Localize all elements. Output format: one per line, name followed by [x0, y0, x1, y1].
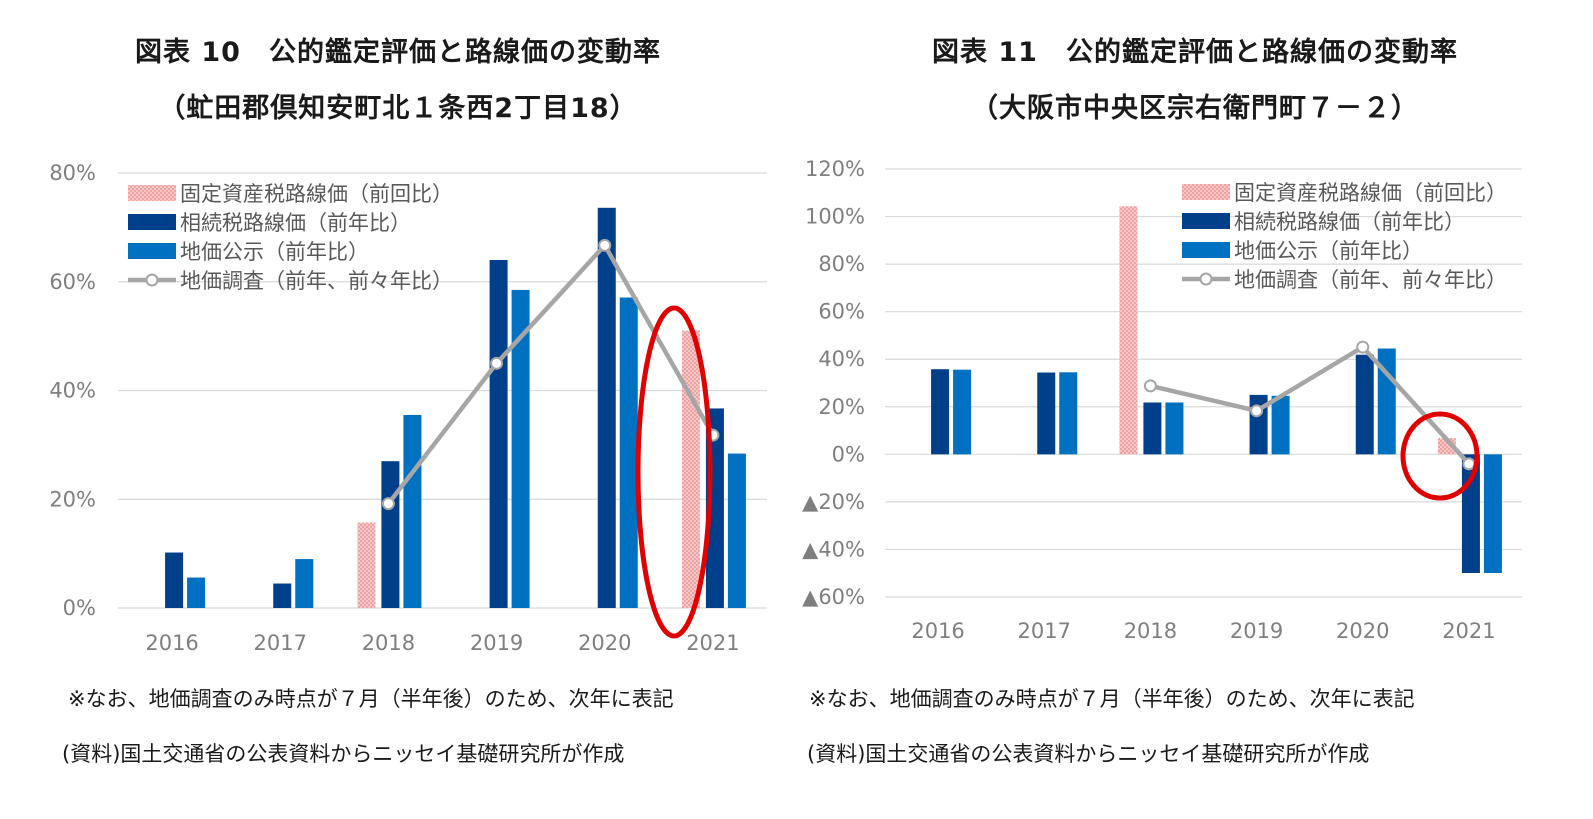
- chart-canvas-left: 0% 20% 40% 60% 80% 2016 2017 2018 2019 2020 2021 固定…: [49, 161, 767, 655]
- survey-line: [386, 243, 715, 505]
- survey-point: [1356, 340, 1370, 354]
- chart-note: ※なお、地価調査のみ時点が７月（半年後）のため、次年に表記: [809, 687, 1415, 711]
- chart-title: 図表 10 公的鑑定評価と路線価の変動率: [135, 37, 661, 68]
- x-tick-label: 2017: [254, 631, 307, 655]
- survey-point: [1250, 404, 1264, 418]
- x-tick-label: 2017: [1018, 619, 1071, 643]
- legend-swatch-public-price: [1182, 242, 1230, 258]
- bar-public-price: [953, 369, 972, 455]
- x-tick-label: 2018: [1124, 619, 1177, 643]
- bar-public-price: [1059, 372, 1078, 455]
- x-tick-label: 2016: [911, 619, 964, 643]
- legend-swatch-survey-marker: [145, 273, 159, 287]
- y-tick-label: 20%: [818, 395, 865, 419]
- chart-panel-right: 図表 11 公的鑑定評価と路線価の変動率 （大阪市中央区宗右衛門町７－２） ▲6…: [797, 0, 1593, 819]
- bar-public-price: [1271, 395, 1290, 455]
- bar-inheritance: [1355, 354, 1374, 455]
- x-tick-label: 2018: [362, 631, 415, 655]
- x-tick-label: 2020: [1336, 619, 1389, 643]
- y-tick-label: 100%: [805, 205, 865, 229]
- legend-swatch-inheritance: [128, 214, 176, 230]
- legend-swatch-fixed-asset: [1182, 184, 1230, 200]
- bar-public-price: [1483, 454, 1502, 573]
- survey-point: [1462, 457, 1476, 471]
- x-tick-label: 2021: [686, 631, 739, 655]
- chart-subtitle: （虻田郡倶知安町北１条西2丁目18）: [158, 93, 638, 124]
- y-tick-label: 80%: [49, 161, 96, 185]
- legend-label: 地価調査（前年、前々年比）: [1234, 268, 1507, 292]
- bar-inheritance: [381, 461, 400, 608]
- x-tick-label: 2019: [1230, 619, 1283, 643]
- chart-source: (資料)国土交通省の公表資料からニッセイ基礎研究所が作成: [807, 742, 1370, 766]
- bar-inheritance: [597, 207, 616, 609]
- bar-inheritance: [1037, 372, 1056, 455]
- bar-fixed-asset: [357, 522, 376, 608]
- survey-point: [1143, 379, 1157, 393]
- chart-title: 図表 11 公的鑑定評価と路線価の変動率: [932, 37, 1458, 68]
- legend-swatch-fixed-asset: [128, 185, 176, 201]
- bar-public-price: [295, 559, 314, 608]
- survey-point: [490, 356, 504, 370]
- legend-swatch-public-price: [128, 243, 176, 259]
- chart-subtitle: （大阪市中央区宗右衛門町７－２）: [971, 93, 1419, 124]
- y-tick-label: 60%: [49, 270, 96, 294]
- legend-label: 固定資産税路線価（前回比）: [1234, 181, 1507, 205]
- bar-inheritance: [931, 369, 950, 455]
- y-tick-label: 120%: [805, 157, 865, 181]
- y-tick-label: 60%: [818, 300, 865, 324]
- bar-public-price: [511, 289, 530, 608]
- y-tick-label: 0%: [832, 442, 865, 466]
- legend-label: 相続税路線価（前年比）: [180, 211, 411, 235]
- highlight-ellipse: [1400, 411, 1480, 501]
- bar-inheritance: [1461, 454, 1480, 573]
- x-tick-label: 2016: [145, 631, 198, 655]
- bar-public-price: [1165, 402, 1184, 455]
- bar-public-price: [1377, 348, 1396, 455]
- legend-label: 地価調査（前年、前々年比）: [180, 269, 453, 293]
- legend-label: 地価公示（前年比）: [180, 240, 369, 264]
- legend-label: 固定資産税路線価（前回比）: [180, 182, 453, 206]
- bar-fixed-asset: [1119, 206, 1138, 455]
- x-tick-label: 2021: [1442, 619, 1495, 643]
- y-tick-label: 0%: [63, 596, 96, 620]
- chart-plot-group: ▲60% ▲40% ▲20% 0% 20% 40% 60% 80% 100% 120% 2016 20…: [802, 157, 1522, 643]
- y-tick-label: ▲20%: [802, 490, 865, 514]
- survey-line: [1149, 344, 1471, 466]
- highlight-ellipse: [635, 305, 713, 639]
- legend-label: 地価公示（前年比）: [1234, 239, 1423, 263]
- x-tick-label: 2020: [578, 631, 631, 655]
- chart-canvas-right: ▲60% ▲40% ▲20% 0% 20% 40% 60% 80% 100% 120% 2016 20…: [802, 157, 1522, 643]
- y-tick-label: 40%: [49, 379, 96, 403]
- y-tick-label: 40%: [818, 347, 865, 371]
- survey-point: [598, 238, 612, 252]
- bar-public-price: [403, 414, 422, 608]
- y-tick-label: ▲40%: [802, 537, 865, 561]
- legend-swatch-survey-marker: [1199, 272, 1213, 286]
- bar-public-price: [727, 453, 746, 608]
- bar-public-price: [187, 577, 206, 608]
- bar-inheritance: [489, 260, 508, 608]
- y-tick-label: 80%: [818, 252, 865, 276]
- chart-panel-left: 図表 10 公的鑑定評価と路線価の変動率 （虻田郡倶知安町北１条西2丁目18） …: [0, 0, 796, 819]
- survey-point: [381, 497, 395, 511]
- legend-swatch-inheritance: [1182, 213, 1230, 229]
- bar-inheritance: [1143, 402, 1162, 455]
- y-tick-label: ▲60%: [802, 585, 865, 609]
- bar-inheritance: [273, 583, 292, 608]
- bar-fixed-asset: [681, 330, 700, 608]
- bar-public-price: [619, 297, 638, 608]
- legend-label: 相続税路線価（前年比）: [1234, 210, 1465, 234]
- chart-note: ※なお、地価調査のみ時点が７月（半年後）のため、次年に表記: [68, 687, 674, 711]
- chart-source: (資料)国土交通省の公表資料からニッセイ基礎研究所が作成: [62, 742, 625, 766]
- y-tick-label: 20%: [49, 487, 96, 511]
- x-tick-label: 2019: [470, 631, 523, 655]
- bar-inheritance: [165, 552, 184, 608]
